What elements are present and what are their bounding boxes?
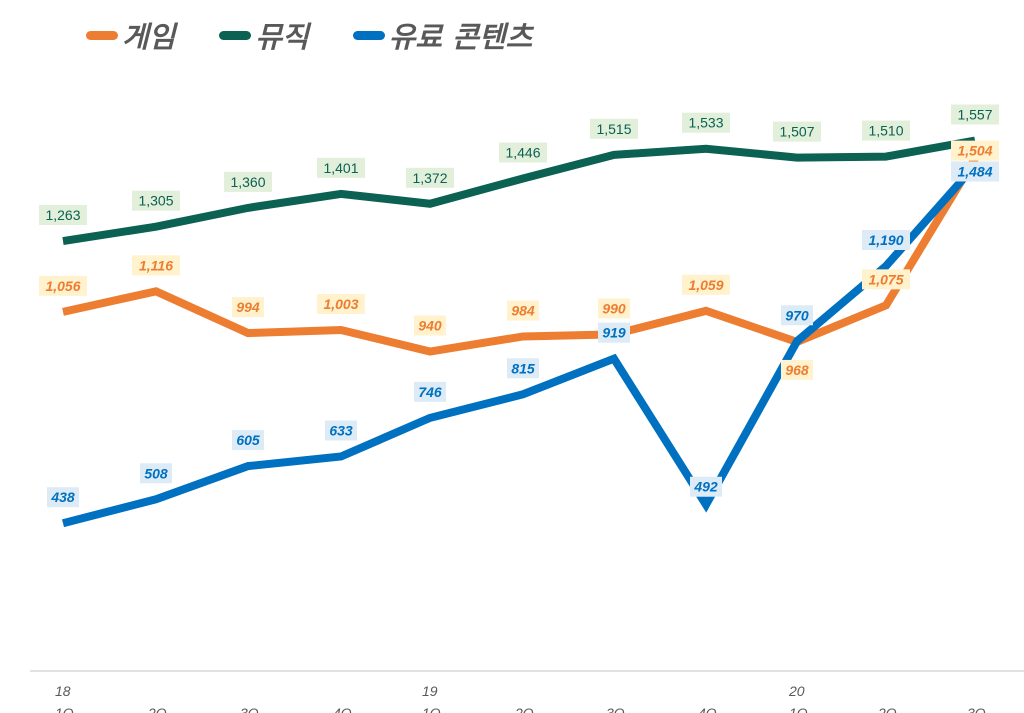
data-label-bg	[499, 142, 547, 163]
data-label-bg	[317, 293, 365, 314]
data-label-bg	[951, 161, 999, 182]
data-label-bg	[781, 305, 813, 326]
data-label-game: 1,059	[688, 277, 723, 293]
data-label-bg	[47, 487, 79, 508]
x-tick-quarter: 2Q	[514, 705, 534, 713]
data-label-music: 1,515	[596, 121, 631, 137]
x-tick-quarter: 3Q	[606, 705, 625, 713]
x-tick-quarter: 2Q	[877, 705, 897, 713]
legend-label-game: 게임	[122, 20, 176, 54]
data-label-bg	[590, 118, 638, 139]
data-label-music: 1,360	[230, 174, 265, 190]
x-tick-year: 18	[55, 683, 71, 699]
legend-label-music: 뮤직	[255, 20, 309, 54]
data-label-bg	[951, 104, 999, 125]
data-label-paid-content: 970	[785, 307, 809, 323]
legend-item-music: 뮤직	[219, 14, 309, 56]
data-label-music: 1,305	[138, 193, 173, 209]
data-label-paid-content: 438	[50, 489, 75, 505]
x-tick-quarter: 1Q	[789, 705, 808, 713]
legend-swatch-game	[86, 30, 118, 40]
data-label-game: 1,504	[957, 143, 992, 159]
data-label-paid-content: 605	[236, 432, 260, 448]
series-line-music	[62, 136, 976, 246]
data-label-game: 1,116	[139, 257, 173, 273]
data-label-paid-content: 492	[693, 479, 718, 495]
legend: 게임 뮤직 유료 콘텐츠	[86, 14, 532, 56]
data-label-bg	[682, 274, 730, 295]
x-tick-quarter: 1Q	[422, 705, 441, 713]
data-label-paid-content: 919	[602, 325, 626, 341]
data-label-game: 1,075	[868, 271, 903, 287]
data-label-bg	[598, 298, 630, 319]
x-tick-year: 20	[788, 683, 805, 699]
data-label-bg	[951, 140, 999, 161]
series-line-game	[62, 156, 979, 356]
data-label-bg	[132, 255, 180, 276]
data-label-music: 1,533	[688, 115, 723, 131]
x-tick-year: 19	[422, 683, 438, 699]
data-label-game: 940	[418, 318, 442, 334]
x-tick-quarter: 1Q	[55, 705, 74, 713]
x-tick-quarter: 2Q	[147, 705, 167, 713]
data-label-bg	[862, 269, 910, 290]
data-label-game: 994	[236, 299, 260, 315]
data-label-bg	[507, 358, 539, 379]
data-label-game: 990	[602, 300, 626, 316]
data-label-music: 1,372	[412, 170, 447, 186]
data-label-bg	[232, 297, 264, 318]
x-tick-quarter: 4Q	[698, 705, 717, 713]
data-label-bg	[232, 430, 264, 451]
data-label-bg	[406, 167, 454, 188]
data-label-music: 1,401	[323, 160, 358, 176]
data-label-bg	[598, 322, 630, 343]
data-label-music: 1,263	[45, 207, 80, 223]
series-line-paid-content	[62, 162, 978, 528]
data-label-bg	[682, 112, 730, 133]
data-label-bg	[325, 420, 357, 441]
legend-item-game: 게임	[86, 14, 175, 56]
data-label-bg	[862, 120, 910, 141]
data-label-bg	[132, 190, 180, 211]
data-label-music: 1,446	[505, 144, 540, 160]
data-label-bg	[39, 275, 87, 296]
x-tick-quarter: 3Q	[240, 705, 259, 713]
data-label-music: 1,510	[868, 123, 903, 139]
data-label-bg	[414, 315, 446, 336]
data-label-game: 984	[511, 302, 535, 318]
data-label-paid-content: 1,190	[868, 232, 903, 248]
data-label-music: 1,507	[779, 124, 814, 140]
data-label-bg	[773, 121, 821, 142]
data-label-music: 1,557	[957, 107, 992, 123]
data-label-paid-content: 508	[144, 465, 168, 481]
data-label-bg	[690, 476, 722, 497]
data-label-bg	[414, 381, 446, 402]
x-tick-quarter: 4Q	[333, 705, 352, 713]
data-label-paid-content: 633	[329, 423, 353, 439]
data-label-bg	[862, 230, 910, 251]
legend-item-paid-content: 유료 콘텐츠	[352, 14, 533, 56]
data-label-paid-content: 815	[511, 360, 535, 376]
legend-swatch-music	[219, 30, 252, 40]
data-label-game: 1,056	[45, 278, 80, 294]
data-label-paid-content: 1,484	[957, 163, 992, 179]
legend-swatch-paid-content	[352, 30, 385, 40]
data-label-bg	[317, 157, 365, 178]
data-label-paid-content: 746	[418, 384, 442, 400]
data-label-game: 968	[785, 362, 809, 378]
data-label-bg	[507, 300, 539, 321]
data-label-bg	[140, 463, 172, 484]
legend-label-paid-content: 유료 콘텐츠	[388, 20, 533, 54]
data-label-bg	[781, 359, 813, 380]
x-tick-quarter: 3Q	[967, 705, 986, 713]
data-label-bg	[224, 171, 272, 192]
data-label-game: 1,003	[323, 296, 358, 312]
data-label-bg	[39, 205, 87, 226]
